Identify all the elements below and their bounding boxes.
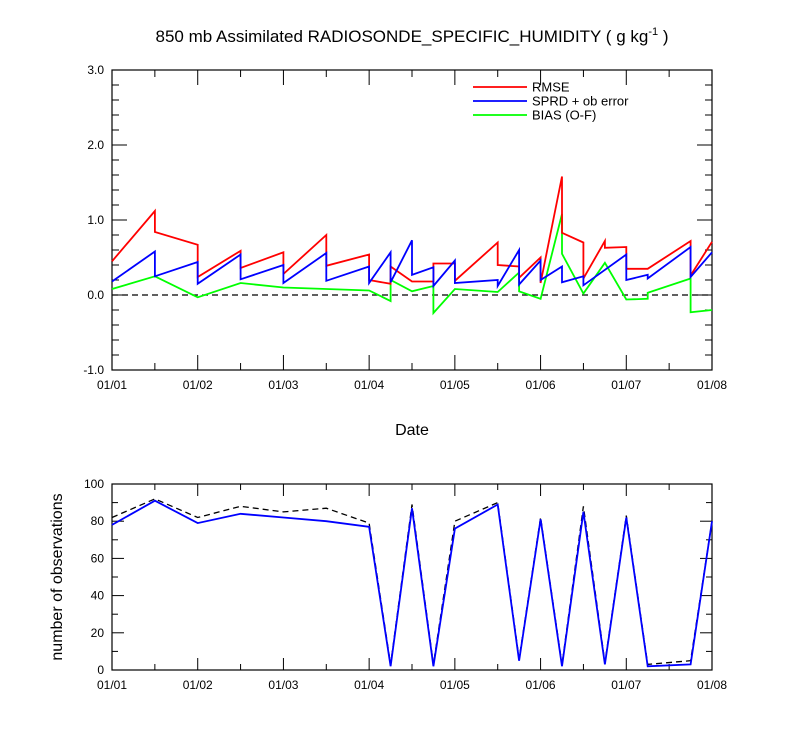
top-chart-title: 850 mb Assimilated RADIOSONDE_SPECIFIC_H…: [156, 26, 669, 46]
x-tick-label: 01/02: [183, 678, 213, 692]
y-tick-label: 40: [91, 589, 105, 603]
legend-label: RMSE: [532, 80, 570, 95]
plot-frame: [111, 69, 713, 371]
series-line-bias: [111, 213, 713, 316]
x-tick-label: 01/02: [183, 378, 213, 392]
x-tick-label: 01/07: [611, 678, 641, 692]
x-tick-label: 01/04: [354, 378, 384, 392]
y-tick-label: 0: [97, 663, 104, 677]
y-tick-label: 60: [91, 551, 105, 565]
series-line-sprd: [111, 239, 713, 290]
x-tick-label: 01/01: [97, 678, 127, 692]
x-tick-label: 01/03: [268, 378, 298, 392]
y-tick-label: 2.0: [87, 138, 104, 152]
y-tick-label: 1.0: [87, 213, 104, 227]
series-line-assimilated: [111, 499, 713, 668]
y-tick-label: 0.0: [87, 288, 104, 302]
series-line-possible: [111, 498, 713, 666]
x-tick-label: 01/07: [611, 378, 641, 392]
x-tick-label: 01/03: [268, 678, 298, 692]
x-tick-label: 01/08: [697, 678, 727, 692]
x-tick-label: 01/08: [697, 378, 727, 392]
legend-label: SPRD + ob error: [532, 94, 629, 109]
y-tick-label: 20: [91, 626, 105, 640]
x-tick-label: 01/06: [526, 378, 556, 392]
legend-label: BIAS (O-F): [532, 108, 596, 123]
y-tick-label: 100: [84, 477, 104, 491]
bottom-chart-ylabel: number of observations: [49, 493, 66, 660]
x-tick-label: 01/05: [440, 678, 470, 692]
top-chart-xlabel: Date: [395, 422, 429, 439]
y-tick-label: 80: [91, 514, 105, 528]
top-chart: 01/01 01/02 01/03 01/04 01/05 01/06 01/07 01/08…: [83, 63, 727, 392]
y-tick-label: 3.0: [87, 63, 104, 77]
bottom-chart: 01/01 01/02 01/03 01/04 01/05 01/06 01/07 01/08…: [84, 477, 727, 692]
y-tick-label: -1.0: [83, 363, 104, 377]
x-tick-label: 01/04: [354, 678, 384, 692]
x-tick-label: 01/05: [440, 378, 470, 392]
x-tick-label: 01/01: [97, 378, 127, 392]
x-tick-label: 01/06: [526, 678, 556, 692]
